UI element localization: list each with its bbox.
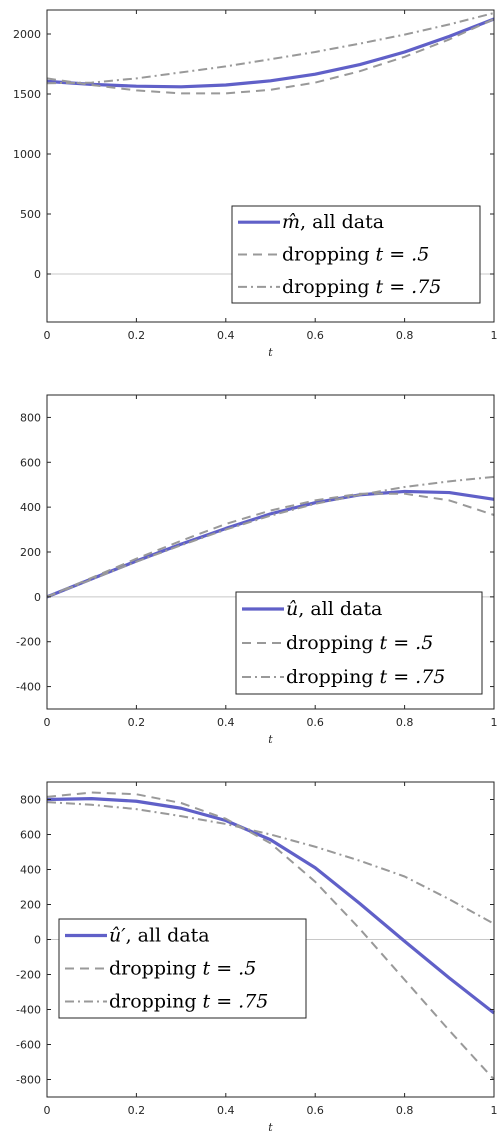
series-line-3 (46, 475, 495, 598)
legend-text: , all data (126, 925, 210, 947)
x-axis-label: t (268, 346, 273, 359)
y-tick-label: 800 (20, 411, 41, 424)
y-tick-label: -200 (16, 969, 41, 982)
chart-panel-2: 0 0.2 0.4 0.6 0.8 1 -400 -200 0 200 400 600 800 t û, a… (16, 394, 498, 746)
y-tick-label: -800 (16, 1074, 41, 1087)
x-tick-label: 0.8 (396, 1104, 414, 1117)
legend-math: t = .5 (203, 958, 257, 980)
y-tick-label: 400 (20, 501, 41, 514)
x-tick-label: 0.6 (306, 1104, 324, 1117)
legend-math: t = .75 (203, 991, 269, 1013)
chart-panel-3: 0 0.2 0.4 0.6 0.8 1 -800 -600 -400 -200 0 200 400 600… (16, 781, 498, 1134)
legend-label: û′, all data (109, 925, 210, 947)
y-tick-label: 600 (20, 829, 41, 842)
y-tick-label: 1000 (13, 148, 41, 161)
legend-symbol: û′ (109, 925, 126, 947)
x-tick-label: 0.4 (217, 1104, 235, 1117)
series-line-3 (46, 801, 495, 925)
y-tick-label: 600 (20, 456, 41, 469)
x-tick-label: 0.2 (128, 329, 146, 342)
y-tick-label: 400 (20, 864, 41, 877)
legend-math: t = .5 (380, 632, 434, 654)
axes-box (46, 9, 495, 323)
y-tick-label: -400 (16, 1004, 41, 1017)
x-tick-label: 1 (491, 329, 498, 342)
x-tick-label: 0.6 (306, 716, 324, 729)
series-line-2 (46, 791, 495, 1081)
legend-text: dropping (286, 632, 380, 654)
y-tick-label: -200 (16, 636, 41, 649)
y-tick-label: 1500 (13, 88, 41, 101)
y-tick-label: 800 (20, 794, 41, 807)
y-tick-label: 0 (34, 934, 41, 947)
x-axis-label: t (268, 1121, 273, 1134)
x-tick-label: 0.8 (396, 329, 414, 342)
x-tick-label: 1 (491, 716, 498, 729)
x-tick-label: 0.4 (217, 716, 235, 729)
x-tick-label: 0 (44, 329, 51, 342)
legend-text: dropping (109, 991, 203, 1013)
y-tick-label: -400 (16, 681, 41, 694)
x-tick-label: 0.8 (396, 716, 414, 729)
legend-math: t = .5 (376, 244, 430, 266)
y-tick-label: 0 (34, 268, 41, 281)
legend-symbol: m̂ (282, 211, 300, 233)
legend-label: dropping t = .5 (109, 958, 256, 980)
legend-label: dropping t = .75 (282, 276, 441, 298)
legend-label: dropping t = .5 (282, 244, 429, 266)
x-tick-label: 0 (44, 716, 51, 729)
legend-label: dropping t = .5 (286, 632, 433, 654)
x-tick-label: 0 (44, 1104, 51, 1117)
x-tick-label: 0.6 (306, 329, 324, 342)
legend-text: dropping (109, 958, 203, 980)
legend-text: , all data (298, 598, 382, 620)
legend-text: , all data (300, 211, 384, 233)
legend-math: t = .75 (376, 276, 442, 298)
legend-label: û, all data (286, 598, 382, 620)
legend-text: dropping (286, 666, 380, 688)
x-tick-label: 1 (491, 1104, 498, 1117)
y-tick-label: 200 (20, 899, 41, 912)
x-tick-label: 0.4 (217, 329, 235, 342)
series-line-1 (46, 797, 495, 1015)
y-tick-label: -600 (16, 1039, 41, 1052)
y-tick-label: 500 (20, 208, 41, 221)
y-tick-label: 0 (34, 591, 41, 604)
legend-symbol: û (286, 598, 298, 620)
y-tick-label: 200 (20, 546, 41, 559)
x-axis-label: t (268, 733, 273, 746)
legend-text: dropping (282, 276, 376, 298)
series-line-2 (46, 18, 495, 95)
legend-label: dropping t = .75 (286, 666, 445, 688)
legend-label: m̂, all data (282, 211, 384, 233)
y-tick-label: 2000 (13, 28, 41, 41)
legend-text: dropping (282, 244, 376, 266)
chart-panel-1: 0 0.2 0.4 0.6 0.8 1 0 500 1000 1500 2000 t m̂, all d… (13, 9, 498, 359)
series-line-1 (46, 17, 495, 89)
legend-math: t = .75 (380, 666, 446, 688)
x-tick-label: 0.2 (128, 1104, 146, 1117)
legend-label: dropping t = .75 (109, 991, 268, 1013)
series-line-2 (46, 492, 495, 598)
x-tick-label: 0.2 (128, 716, 146, 729)
